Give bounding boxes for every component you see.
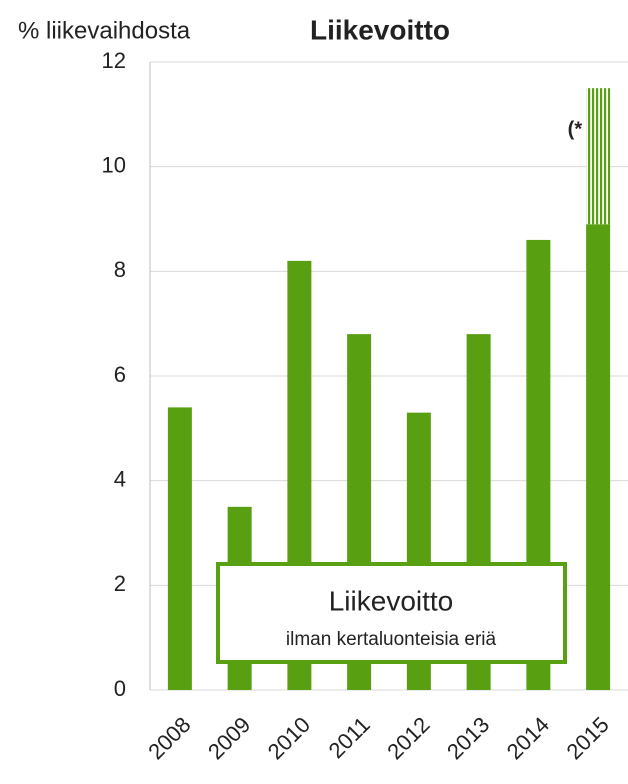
x-tick-label: 2014 bbox=[502, 712, 554, 764]
y-tick-label: 10 bbox=[102, 152, 126, 177]
x-tick-label: 2011 bbox=[324, 712, 375, 763]
bar bbox=[586, 224, 611, 690]
bar bbox=[586, 88, 611, 225]
y-tick-label: 8 bbox=[114, 257, 126, 282]
y-tick-label: 12 bbox=[102, 48, 126, 73]
y-tick-label: 0 bbox=[114, 676, 126, 701]
x-tick-label: 2015 bbox=[561, 712, 613, 764]
legend-label: ilman kertaluonteisia eriä bbox=[286, 629, 497, 650]
legend-label: Liikevoitto bbox=[329, 585, 454, 616]
y-tick-label: 6 bbox=[114, 362, 126, 387]
x-tick-label: 2010 bbox=[263, 712, 315, 764]
y-axis-label: % liikevaihdosta bbox=[18, 17, 191, 44]
y-tick-label: 4 bbox=[114, 466, 126, 491]
chart-title: Liikevoitto bbox=[310, 14, 450, 45]
annotation: (* bbox=[568, 118, 583, 140]
x-tick-label: 2008 bbox=[143, 712, 195, 764]
x-tick-label: 2013 bbox=[442, 712, 494, 764]
y-tick-label: 2 bbox=[114, 571, 126, 596]
x-tick-label: 2012 bbox=[382, 712, 434, 764]
x-tick-label: 2009 bbox=[203, 712, 255, 764]
bar bbox=[167, 407, 192, 690]
legend-box bbox=[216, 562, 567, 664]
